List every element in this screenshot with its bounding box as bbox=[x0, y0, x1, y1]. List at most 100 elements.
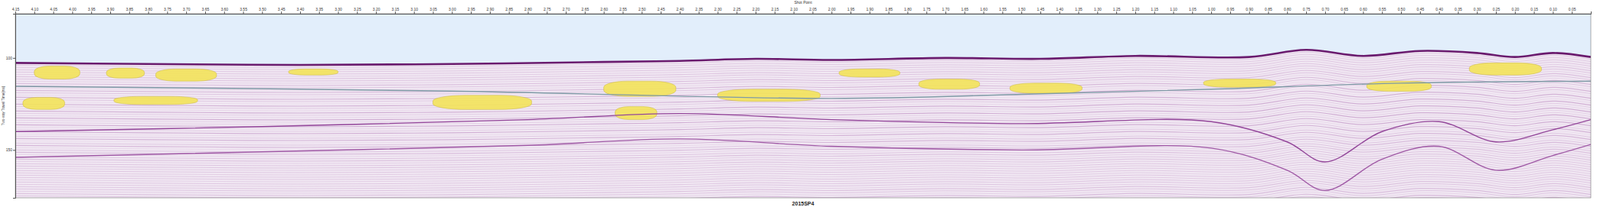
tick-label: 2.90 bbox=[486, 6, 495, 12]
tick-mark bbox=[1306, 11, 1307, 14]
texture-line bbox=[15, 182, 1591, 199]
patch bbox=[22, 97, 66, 110]
texture-line bbox=[15, 192, 1591, 199]
tick: 3.10 bbox=[410, 6, 418, 14]
tick: 2.15 bbox=[770, 6, 779, 14]
tick: 2.00 bbox=[828, 6, 836, 14]
tick-label: 0.85 bbox=[1264, 6, 1273, 12]
tick-label: 2.25 bbox=[733, 6, 742, 12]
tick: 1.60 bbox=[979, 6, 988, 14]
patch bbox=[1009, 83, 1082, 94]
tick-mark bbox=[280, 11, 282, 14]
tick-label: 1.10 bbox=[1169, 6, 1178, 12]
tick-label: 3.00 bbox=[448, 6, 457, 12]
texture-line bbox=[15, 127, 1591, 144]
tick-mark bbox=[1154, 11, 1156, 14]
tick-label: 1.95 bbox=[847, 6, 856, 12]
tick: 2.75 bbox=[543, 6, 552, 14]
tick-label: 0.05 bbox=[1568, 6, 1577, 12]
tick-label: 0.80 bbox=[1283, 6, 1292, 12]
tick-mark bbox=[1381, 11, 1383, 14]
tick: 2.55 bbox=[619, 6, 627, 14]
tick-label: 2.45 bbox=[657, 6, 666, 12]
tick-mark bbox=[1116, 11, 1117, 14]
tick-label: 0.95 bbox=[1227, 6, 1235, 12]
tick-label: 1.70 bbox=[942, 6, 951, 12]
texture-line bbox=[15, 194, 1591, 199]
tick: 2.60 bbox=[600, 6, 608, 14]
tick-mark bbox=[166, 11, 168, 14]
tick: 0.40 bbox=[1435, 6, 1444, 14]
tick-label: 0.75 bbox=[1302, 6, 1311, 12]
tick: 0.20 bbox=[1511, 6, 1519, 14]
tick-label: 1.60 bbox=[979, 6, 988, 12]
tick-label: 0.55 bbox=[1378, 6, 1387, 12]
tick-mark bbox=[1476, 11, 1478, 14]
tick: 0.05 bbox=[1568, 6, 1577, 14]
tick: 0.85 bbox=[1264, 6, 1273, 14]
tick: 3.55 bbox=[239, 6, 248, 14]
patch bbox=[1469, 62, 1542, 76]
tick-mark bbox=[1286, 11, 1288, 14]
tick-label: 0.35 bbox=[1454, 6, 1463, 12]
tick-label: 2.75 bbox=[543, 6, 552, 12]
tick: 2.20 bbox=[752, 6, 761, 14]
tick: 1.95 bbox=[847, 6, 856, 14]
tick-mark bbox=[755, 11, 757, 14]
water-column bbox=[15, 13, 1591, 66]
tick-label: 4.15 bbox=[12, 6, 20, 12]
axis-line bbox=[13, 14, 17, 200]
tick-label: 3.10 bbox=[410, 6, 418, 12]
tick-mark bbox=[964, 11, 966, 14]
tick: 0.75 bbox=[1302, 6, 1311, 14]
tick: 2.35 bbox=[695, 6, 703, 14]
tick-label: 0.40 bbox=[1435, 6, 1444, 12]
reflector-texture bbox=[15, 52, 1591, 199]
tick-label: 1.80 bbox=[904, 6, 912, 12]
tick-mark bbox=[1097, 11, 1098, 14]
patch bbox=[155, 68, 216, 82]
texture-line bbox=[15, 141, 1591, 157]
tick-label: 0.70 bbox=[1322, 6, 1330, 12]
horizon bbox=[15, 81, 1591, 99]
x-axis: 4.154.104.054.003.953.903.853.803.753.70… bbox=[12, 6, 1592, 15]
tick-label: 3.75 bbox=[163, 6, 172, 12]
tick-mark bbox=[1534, 11, 1535, 14]
tick: 0.25 bbox=[1492, 6, 1501, 14]
tick-label: 0.15 bbox=[1530, 6, 1538, 12]
tick-label: 1.00 bbox=[1208, 6, 1216, 12]
tick-mark bbox=[717, 11, 719, 14]
tick: 2.10 bbox=[790, 6, 798, 14]
x-axis-title: Shot Point bbox=[793, 0, 813, 5]
tick-mark bbox=[1135, 11, 1137, 14]
tick-mark bbox=[110, 11, 112, 14]
tick: 3.25 bbox=[353, 6, 362, 14]
texture-line bbox=[15, 189, 1591, 199]
tick-mark bbox=[1021, 11, 1023, 14]
tick: 0.95 bbox=[1227, 6, 1235, 14]
tick-label: 3.40 bbox=[297, 6, 305, 12]
tick-mark bbox=[13, 150, 16, 151]
tick: 1.80 bbox=[904, 6, 912, 14]
tick-label: 2.95 bbox=[467, 6, 476, 12]
tick-label: 3.05 bbox=[429, 6, 438, 12]
tick: 2.40 bbox=[675, 6, 684, 14]
tick-label: 3.90 bbox=[107, 6, 115, 12]
tick-mark bbox=[679, 11, 681, 14]
tick-label: 1.55 bbox=[999, 6, 1007, 12]
sediment-background bbox=[15, 13, 1591, 199]
tick-label: 0.10 bbox=[1549, 6, 1558, 12]
tick-mark bbox=[1002, 11, 1003, 14]
tick: 0.70 bbox=[1322, 6, 1330, 14]
tick-label: 1.65 bbox=[960, 6, 969, 12]
tick-mark bbox=[1515, 11, 1516, 14]
texture-line bbox=[15, 155, 1591, 171]
tick-label: 3.45 bbox=[277, 6, 286, 12]
tick-label: 3.35 bbox=[315, 6, 324, 12]
tick: 1.20 bbox=[1132, 6, 1140, 14]
tick-label: 3.85 bbox=[125, 6, 134, 12]
tick-mark bbox=[1420, 11, 1421, 14]
tick: 2.90 bbox=[486, 6, 495, 14]
tick-mark bbox=[1173, 11, 1175, 14]
tick-label: 4.10 bbox=[30, 6, 39, 12]
